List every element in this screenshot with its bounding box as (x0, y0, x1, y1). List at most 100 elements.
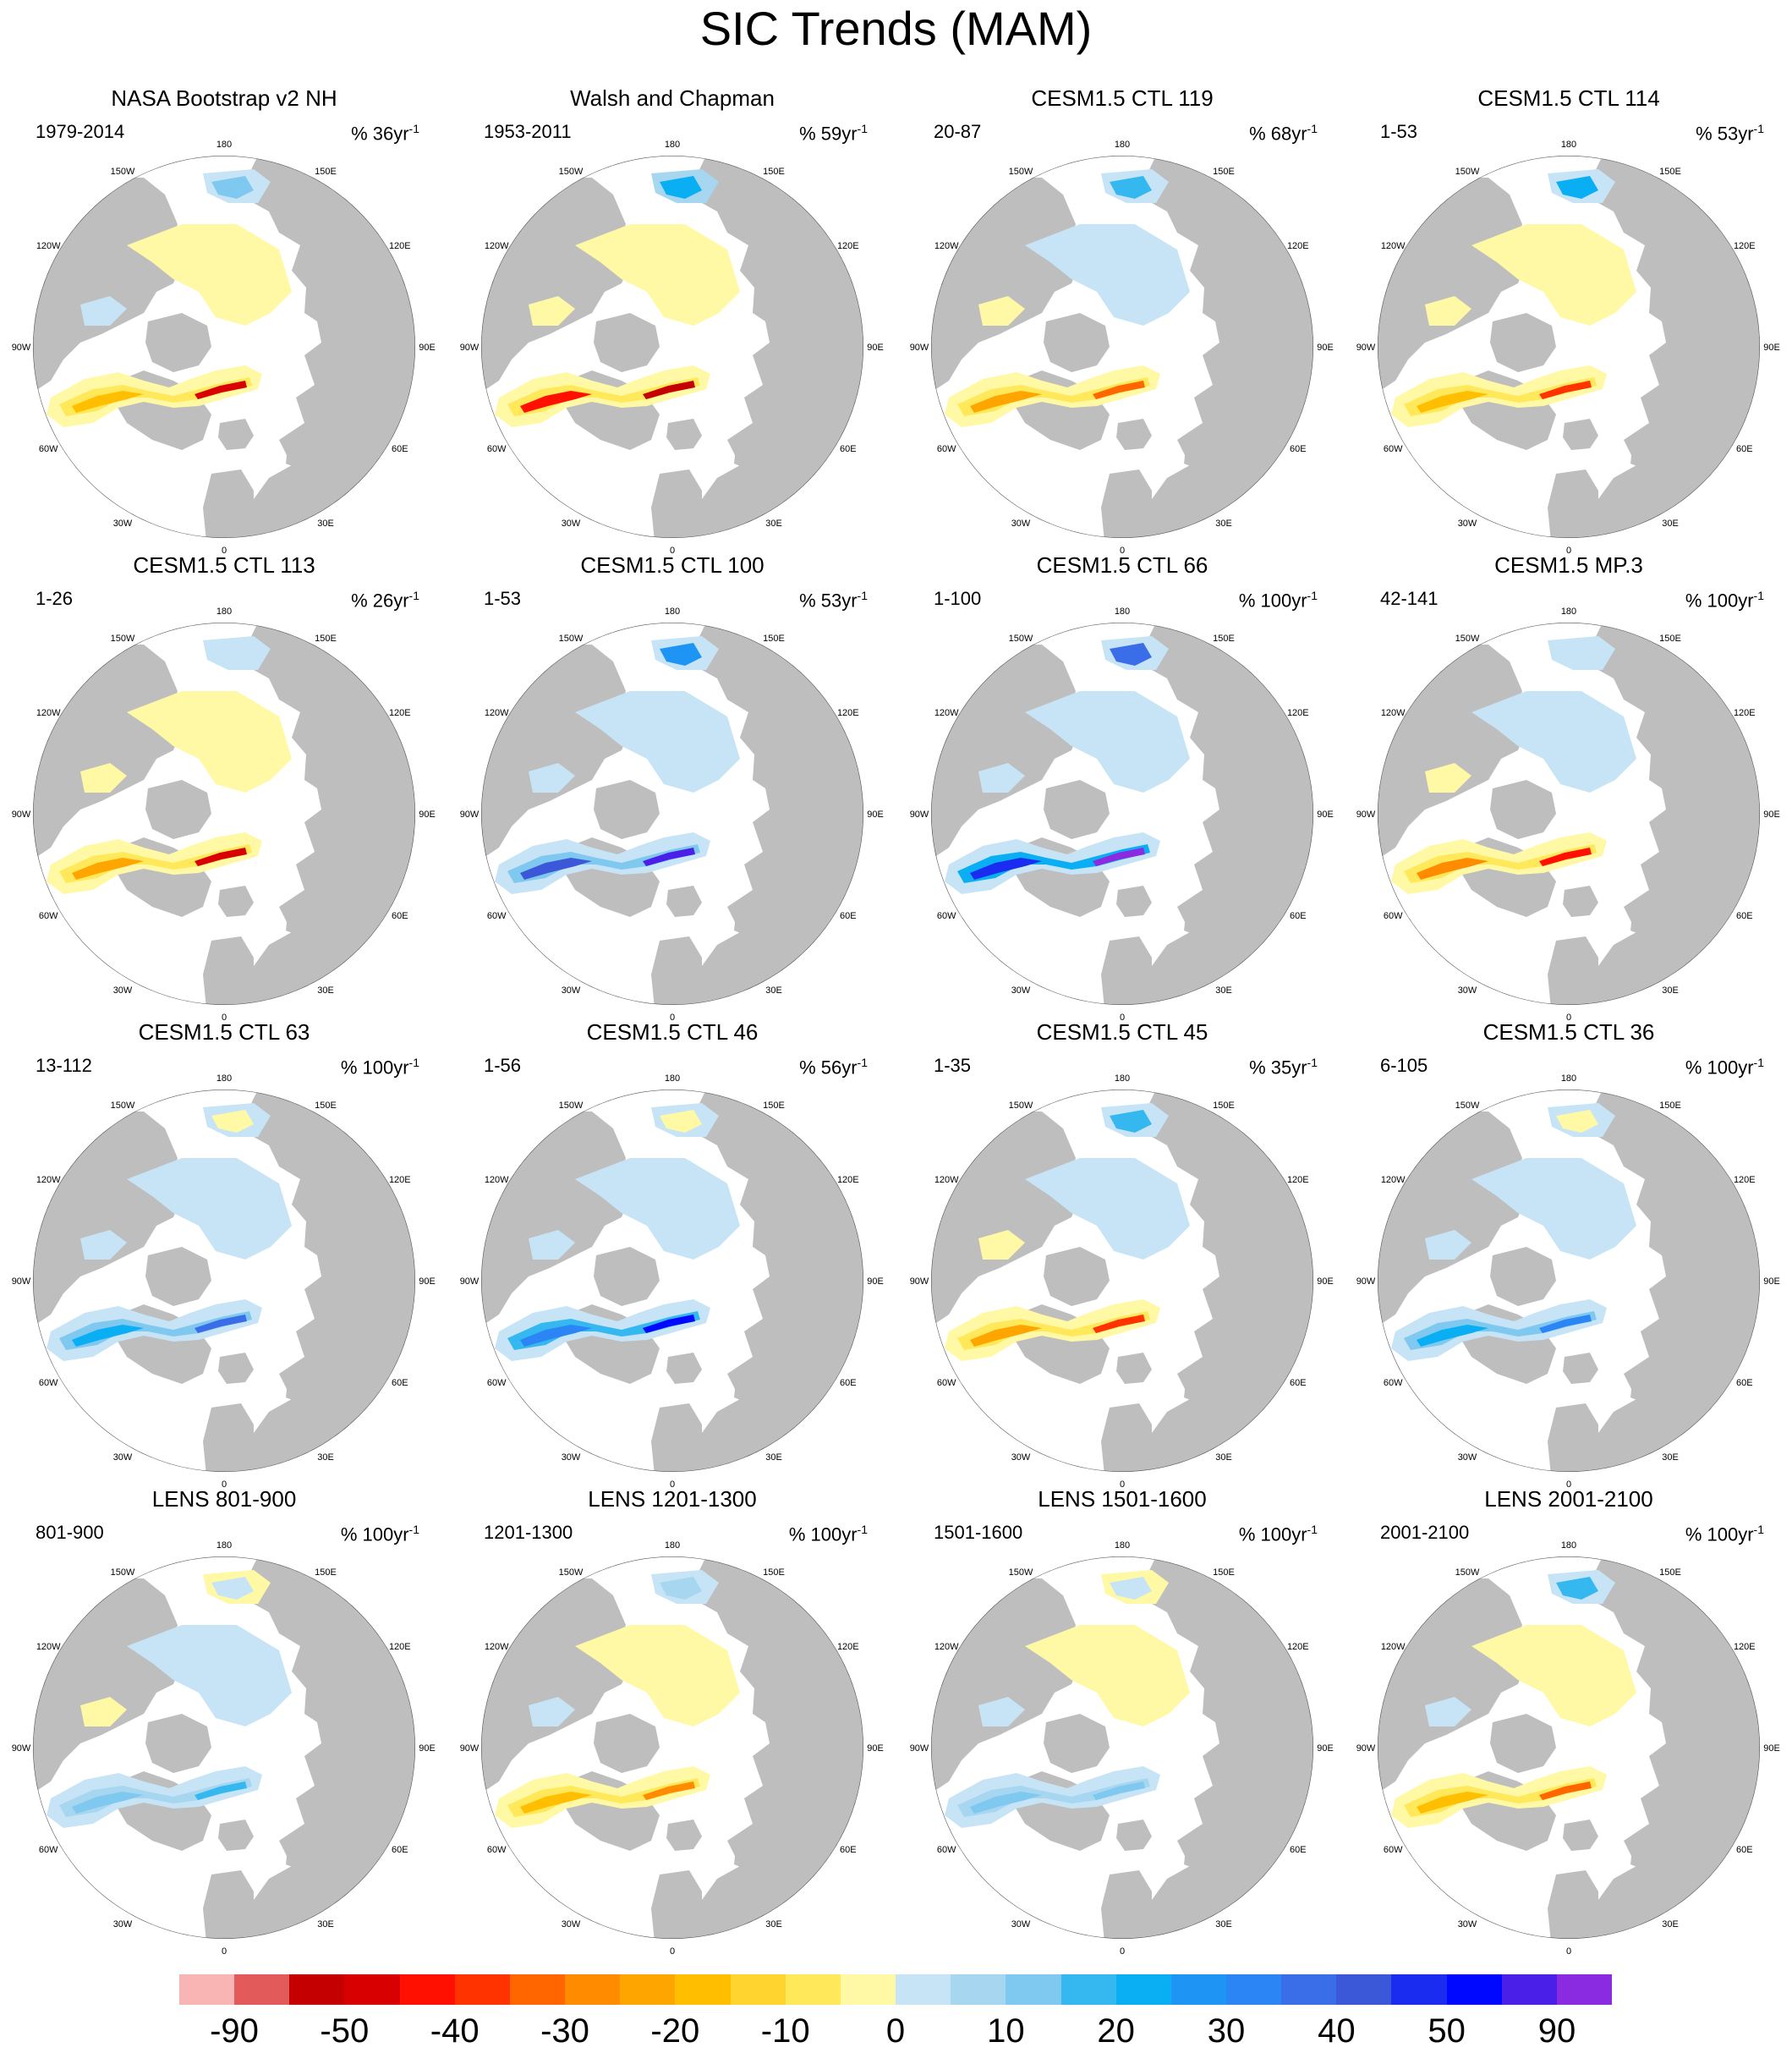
longitude-label: 120E (1287, 708, 1309, 718)
labrador-core (520, 1792, 592, 1814)
panel-unit: % 36yr-1 (351, 122, 419, 145)
panel-unit: % 26yr-1 (351, 589, 419, 612)
panel-unit: % 100yr-1 (1685, 1523, 1764, 1545)
longitude-label: 60E (1736, 1378, 1753, 1388)
land-mass (218, 1353, 254, 1384)
longitude-label: 90W (460, 343, 480, 353)
panel-unit: % 100yr-1 (340, 1056, 419, 1079)
longitude-label: 90E (1763, 1276, 1780, 1287)
land-mass (651, 469, 702, 538)
map-panel: LENS 1501-1600 1501-1600% 100yr-1 180 150E 1… (898, 1485, 1346, 1957)
longitude-label: 90W (1356, 1743, 1376, 1754)
siberian-shelf-core (660, 1110, 702, 1133)
panel-title: CESM1.5 CTL 114 (1477, 85, 1660, 111)
longitude-label: 0 (670, 1013, 675, 1023)
longitude-label: 60W (487, 444, 507, 454)
panel-unit: % 100yr-1 (1238, 1523, 1318, 1545)
longitude-label: 30W (113, 1919, 133, 1929)
longitude-label: 150W (559, 1101, 584, 1111)
land-mass (203, 1870, 254, 1939)
colorbar-box (1006, 1974, 1061, 2005)
polar-map: 180 150E 120E 90E 60E 30E 0 30W 60W 90W 120W 150W (1356, 607, 1780, 1023)
atlantic-edge-mid (1404, 844, 1597, 883)
land-mass (1630, 1378, 1659, 1403)
panel-unit: % 53yr-1 (1696, 122, 1764, 145)
land-mass (203, 1403, 254, 1472)
longitude-label: 30W (1458, 985, 1477, 996)
land-mass (1101, 469, 1152, 538)
panel-title: CESM1.5 CTL 119 (1031, 85, 1214, 111)
atlantic-edge-mid (957, 1778, 1150, 1817)
panel-title: Walsh and Chapman (570, 85, 775, 111)
land-mass (666, 1353, 702, 1384)
barents-core (1539, 1781, 1592, 1800)
longitude-label: 0 (222, 1013, 227, 1023)
longitude-label: 90E (1317, 343, 1334, 353)
land-mass (666, 419, 702, 450)
barents-core (195, 1315, 247, 1333)
longitude-label: 180 (1561, 607, 1576, 617)
panel-title: LENS 801-900 (151, 1486, 297, 1512)
map-panel: CESM1.5 MP.3 42-141 % 100yr-1 180 150E 120E 90… (1345, 552, 1792, 1023)
longitude-label: 150W (559, 1567, 584, 1578)
longitude-label: 150E (1659, 1567, 1681, 1578)
central-arctic-trend (575, 1625, 740, 1726)
polar-map: 180 150E 120E 90E 60E 30E 0 30W 60W 90W 120W 150W (460, 140, 884, 556)
land-mass (1563, 886, 1598, 917)
longitude-label: 150W (1455, 167, 1480, 177)
longitude-label: 0 (222, 1946, 227, 1957)
polar-map: 180 150E 120E 90E 60E 30E 0 30W 60W 90W 120W 150W (910, 607, 1334, 1023)
colorbar-box (1225, 1974, 1282, 2005)
siberian-shelf-core (1110, 643, 1152, 666)
panel-period: 1-53 (484, 588, 522, 609)
panel-period: 1-100 (934, 588, 982, 609)
panel-title: CESM1.5 CTL 63 (138, 1019, 310, 1045)
longitude-label: 30E (1215, 519, 1232, 529)
longitude-label: 180 (216, 140, 232, 150)
longitude-label: 60W (39, 444, 58, 454)
colorbar-box (785, 1974, 841, 2005)
panel-period: 20-87 (934, 121, 982, 142)
longitude-label: 60E (1290, 911, 1307, 921)
longitude-label: 60W (937, 1378, 956, 1388)
labrador-core (72, 1792, 144, 1814)
colorbar-box (1170, 1974, 1226, 2005)
panel-title: CESM1.5 CTL 66 (1036, 552, 1208, 578)
land-mass (1044, 313, 1110, 372)
longitude-label: 0 (670, 1946, 675, 1957)
longitude-label: 0 (670, 1479, 675, 1490)
archipelago-trend (1425, 763, 1471, 793)
longitude-label: 90W (460, 1276, 480, 1287)
longitude-label: 60W (1384, 444, 1403, 454)
longitude-label: 180 (665, 1540, 680, 1551)
longitude-label: 180 (1561, 140, 1576, 150)
barents-core (1093, 381, 1145, 399)
longitude-label: 30W (113, 985, 133, 996)
longitude-label: 150W (111, 167, 135, 177)
longitude-label: 120W (485, 1642, 509, 1652)
longitude-label: 0 (670, 546, 675, 556)
labrador-core (970, 391, 1042, 413)
longitude-label: 120W (934, 1175, 959, 1185)
longitude-label: 60E (1736, 911, 1753, 921)
longitude-label: 90E (1317, 810, 1334, 820)
longitude-label: 30E (1662, 519, 1679, 529)
colorbar-label: 50 (1428, 2012, 1466, 2050)
longitude-label: 150W (1009, 634, 1033, 644)
colorbar-box (730, 1974, 786, 2005)
archipelago-trend (80, 763, 127, 793)
atlantic-edge-mid (957, 377, 1150, 416)
land-mass (734, 911, 763, 936)
longitude-label: 150E (315, 167, 337, 177)
land-mass (1184, 1845, 1213, 1870)
siberian-shelf-core (1556, 176, 1598, 199)
longitude-label: 30W (1458, 1919, 1477, 1929)
labrador-core (970, 1792, 1042, 1814)
labrador-core (72, 858, 144, 880)
colorbar-box (344, 1974, 400, 2005)
longitude-label: 120W (1381, 1642, 1406, 1652)
longitude-label: 150W (111, 1567, 135, 1578)
longitude-label: 30W (562, 519, 581, 529)
colorbar-label: -10 (760, 2012, 810, 2050)
longitude-label: 30E (317, 985, 334, 996)
